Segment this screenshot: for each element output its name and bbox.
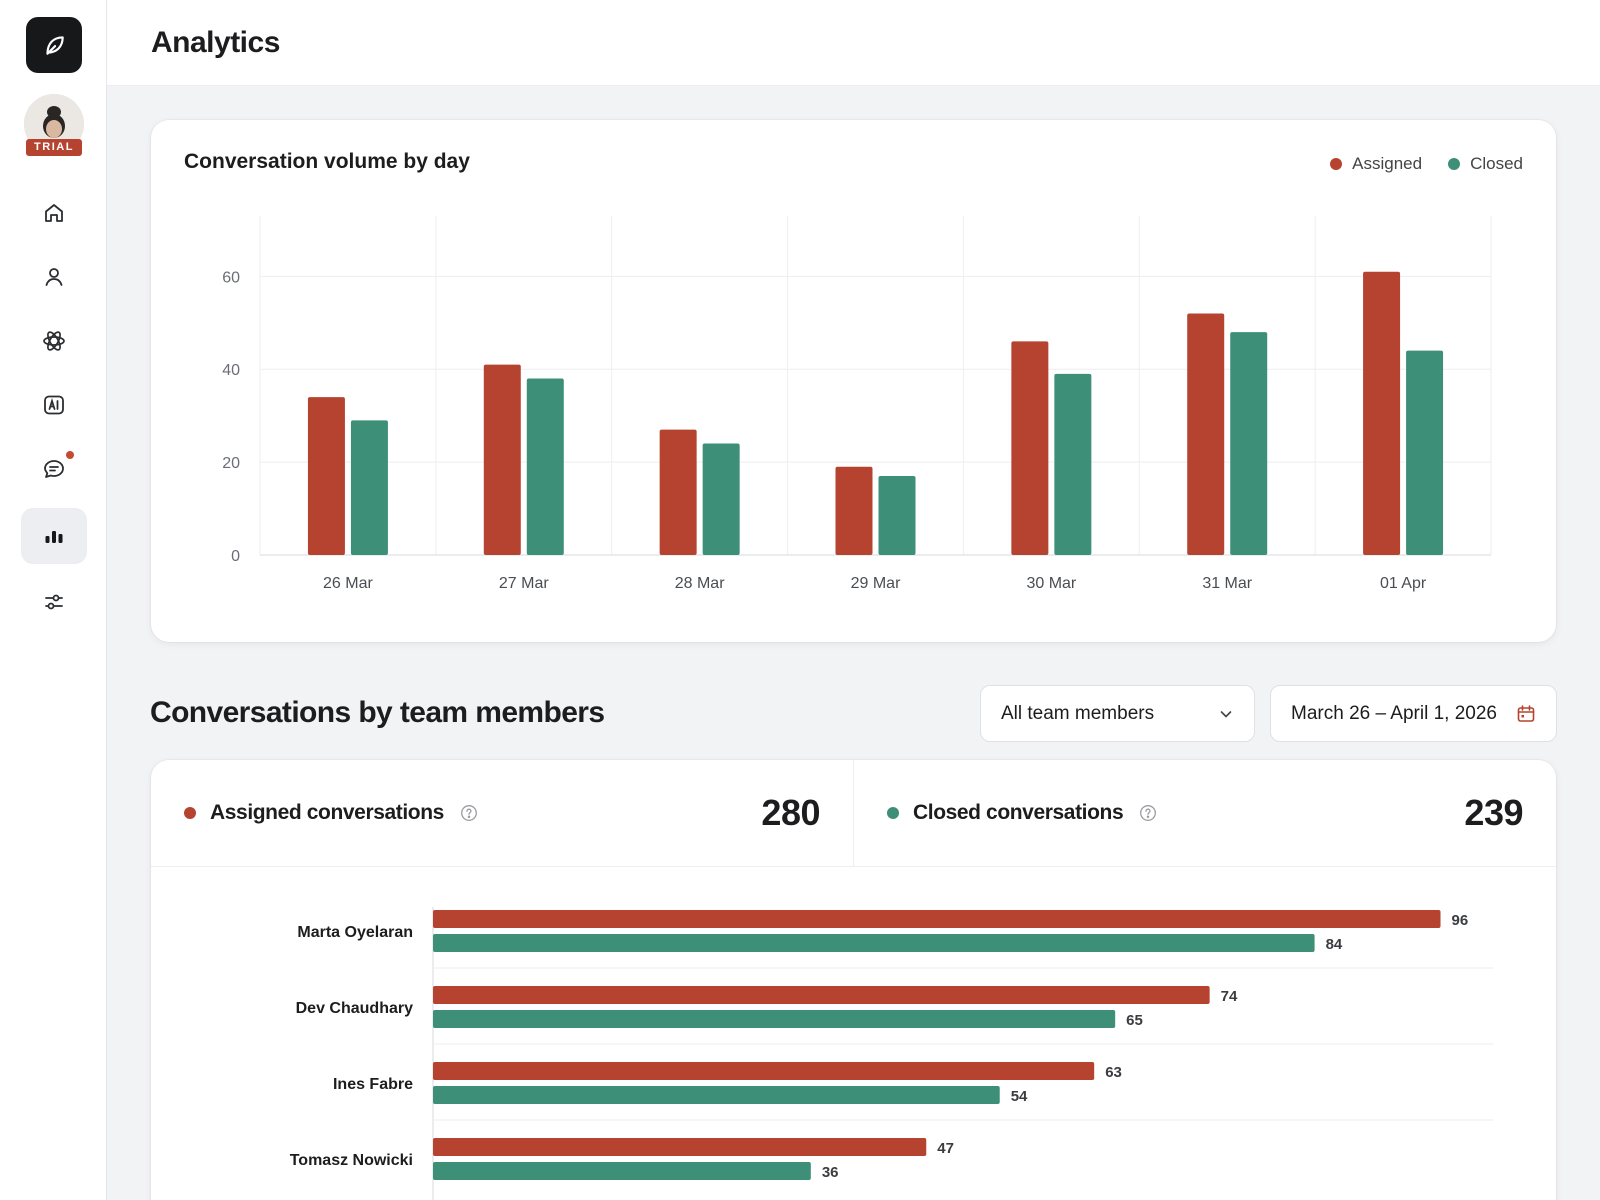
legend-item-closed[interactable]: Closed (1448, 154, 1523, 174)
assigned-stat: Assigned conversations 280 (151, 760, 854, 866)
leaf-logo-icon (46, 36, 64, 55)
sidebar-item-settings[interactable] (21, 574, 87, 630)
chart-legend: Assigned Closed (1330, 154, 1523, 174)
atom-icon (43, 331, 65, 351)
legend-label-assigned: Assigned (1352, 154, 1423, 173)
member-name: Ines Fabre (333, 1076, 413, 1093)
bar-closed-marta-oyelaran (433, 934, 1315, 952)
data-label: 36 (822, 1164, 839, 1181)
bar-assigned-27-mar (483, 364, 521, 555)
closed-stat-label: Closed conversations (913, 801, 1124, 824)
data-label: 96 (1452, 912, 1469, 929)
app-logo[interactable] (26, 17, 82, 73)
bar-assigned-26-mar (307, 397, 345, 555)
bar-chart-icon (45, 531, 63, 543)
bar-closed-dev-chaudhary (433, 1010, 1116, 1028)
bar-assigned-31-mar (1187, 313, 1225, 555)
home-icon (45, 204, 63, 222)
y-tick-label: 0 (231, 548, 240, 565)
chart-title: Conversation volume by day (184, 150, 470, 173)
divider (151, 866, 1556, 867)
calendar-icon (1517, 704, 1535, 722)
notification-dot (66, 451, 74, 459)
legend-item-assigned[interactable]: Assigned (1330, 154, 1422, 174)
sidebar-item-home[interactable] (21, 185, 87, 241)
bar-assigned-dev-chaudhary (433, 986, 1210, 1004)
top-header: Analytics (107, 0, 1600, 86)
x-tick-label: 26 Mar (323, 575, 373, 592)
assigned-stat-label: Assigned conversations (210, 801, 444, 824)
sidebar-item-analytics[interactable] (21, 508, 87, 564)
member-name: Marta Oyelaran (297, 924, 413, 941)
assigned-dot (184, 807, 196, 819)
bar-closed-ines-fabre (433, 1086, 1000, 1104)
trial-badge: TRIAL (26, 139, 82, 156)
bar-closed-26-mar (350, 420, 388, 555)
bar-assigned-marta-oyelaran (433, 910, 1441, 928)
sidebar: TRIAL (0, 0, 107, 1200)
date-range-picker[interactable]: March 26 – April 1, 2026 (1270, 685, 1557, 742)
bar-closed-29-mar (878, 476, 916, 555)
bar-assigned-28-mar (659, 429, 697, 555)
user-icon (45, 268, 63, 286)
data-label: 84 (1326, 936, 1343, 953)
x-tick-label: 30 Mar (1026, 575, 1076, 592)
bar-assigned-29-mar (835, 466, 873, 555)
ai-icon (44, 395, 64, 415)
data-label: 63 (1105, 1064, 1122, 1081)
team-bar-chart: 96 84 Marta Oyelaran 74 65 Dev Chaudhary 63 54 I… (290, 907, 1493, 1200)
volume-bar-chart: 0 20 40 60 26 Mar 27 Mar 28 Mar 29 Mar 30 Mar 31 … (222, 216, 1492, 592)
legend-swatch-assigned (1330, 158, 1343, 170)
assigned-stat-value: 280 (761, 792, 820, 833)
user-avatar[interactable]: TRIAL (24, 94, 84, 160)
x-tick-label: 01 Apr (1380, 575, 1427, 592)
x-tick-label: 28 Mar (675, 575, 725, 592)
x-tick-label: 31 Mar (1202, 575, 1252, 592)
member-name: Dev Chaudhary (296, 1000, 413, 1017)
sidebar-item-ai[interactable] (21, 377, 87, 433)
section-title: Conversations by team members (150, 696, 605, 729)
closed-dot (887, 807, 899, 819)
member-name: Tomasz Nowicki (290, 1152, 413, 1169)
data-label: 47 (937, 1140, 954, 1157)
bar-closed-31-mar (1230, 332, 1268, 555)
bar-assigned-tomasz-nowicki (433, 1138, 927, 1156)
volume-chart-card: Conversation volume by day Assigned Clos… (151, 120, 1556, 642)
bar-closed-28-mar (702, 443, 740, 555)
legend-swatch-closed (1448, 158, 1461, 170)
bar-closed-27-mar (526, 378, 564, 555)
help-icon[interactable] (1139, 804, 1157, 822)
date-range-value: March 26 – April 1, 2026 (1291, 702, 1497, 724)
legend-label-closed: Closed (1470, 154, 1523, 173)
help-icon[interactable] (460, 804, 478, 822)
bar-closed-30-mar (1054, 373, 1092, 555)
team-members-card: Assigned conversations 280 Closed conver… (151, 760, 1556, 1200)
y-tick-label: 20 (222, 455, 240, 472)
y-tick-label: 60 (222, 269, 240, 286)
data-label: 74 (1221, 988, 1238, 1005)
y-tick-label: 40 (222, 362, 240, 379)
team-member-select[interactable]: All team members (980, 685, 1255, 742)
bar-assigned-30-mar (1011, 341, 1049, 555)
x-tick-label: 27 Mar (499, 575, 549, 592)
data-label: 54 (1011, 1088, 1028, 1105)
data-label: 65 (1126, 1012, 1143, 1029)
bar-closed-01-apr (1406, 350, 1444, 555)
closed-stat: Closed conversations 239 (854, 760, 1556, 866)
x-tick-label: 29 Mar (851, 575, 901, 592)
bar-assigned-01-apr (1363, 271, 1401, 555)
sidebar-item-integrations[interactable] (21, 313, 87, 369)
sliders-icon (45, 594, 63, 610)
sidebar-item-contacts[interactable] (21, 249, 87, 305)
sidebar-item-conversations[interactable] (21, 441, 87, 497)
bar-closed-tomasz-nowicki (433, 1162, 811, 1180)
chat-icon (44, 460, 64, 478)
bar-assigned-ines-fabre (433, 1062, 1095, 1080)
page-title: Analytics (151, 26, 280, 59)
team-member-select-value: All team members (1001, 702, 1155, 724)
closed-stat-value: 239 (1464, 792, 1523, 833)
chevron-down-icon (1220, 710, 1232, 717)
